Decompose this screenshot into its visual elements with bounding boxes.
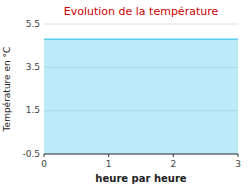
x-tick <box>238 154 239 157</box>
y-axis-label: Température en °C <box>2 47 12 133</box>
title: Evolution de la température <box>64 5 219 18</box>
grid-line <box>44 24 238 25</box>
chart-container: -0.5 1.5 3.5 5.5 0 1 2 3 Evolution de la tempéra… <box>0 0 250 188</box>
grid-line <box>44 154 238 155</box>
y-tick-label: 5.5 <box>26 19 40 29</box>
x-tick-label: 1 <box>106 159 112 169</box>
area <box>44 39 238 154</box>
x-tick <box>173 154 174 157</box>
chart-svg: -0.5 1.5 3.5 5.5 0 1 2 3 Evolution de la tempéra… <box>0 0 250 188</box>
x-tick <box>108 154 109 157</box>
line <box>44 38 238 40</box>
x-tick-label: 3 <box>235 159 241 169</box>
y-tick-label: 1.5 <box>26 105 40 115</box>
x-axis-line <box>44 154 238 155</box>
y-tick-label: -0.5 <box>22 149 40 159</box>
x-tick <box>44 154 45 157</box>
x-tick-label: 0 <box>41 159 47 169</box>
x-axis-label: heure par heure <box>95 173 186 184</box>
x-tick-label: 2 <box>170 159 176 169</box>
y-tick-label: 3.5 <box>26 62 40 72</box>
plot-area <box>44 39 238 154</box>
